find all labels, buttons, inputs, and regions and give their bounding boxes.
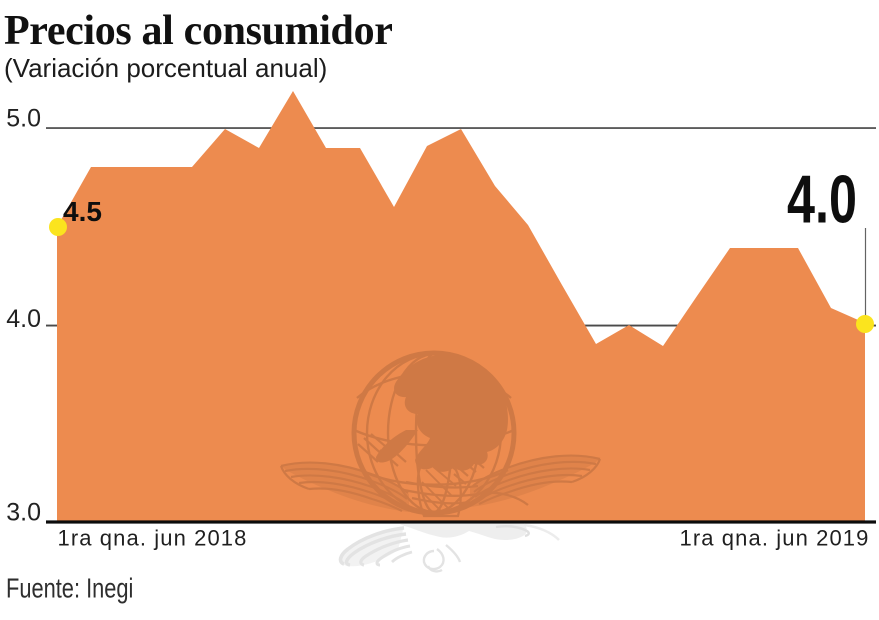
svg-text:5.0: 5.0 — [6, 105, 41, 133]
svg-text:(Variación porcentual anual): (Variación porcentual anual) — [4, 53, 327, 83]
svg-text:4.5: 4.5 — [63, 196, 102, 227]
svg-text:4.0: 4.0 — [787, 161, 857, 237]
svg-text:1ra qna. jun 2018: 1ra qna. jun 2018 — [58, 525, 248, 550]
svg-text:4.0: 4.0 — [6, 305, 41, 333]
svg-text:Fuente: Inegi: Fuente: Inegi — [6, 573, 133, 604]
svg-text:1ra qna. jun 2019: 1ra qna. jun 2019 — [680, 525, 870, 550]
svg-text:3.0: 3.0 — [6, 499, 41, 527]
svg-text:Precios al consumidor: Precios al consumidor — [4, 8, 393, 54]
